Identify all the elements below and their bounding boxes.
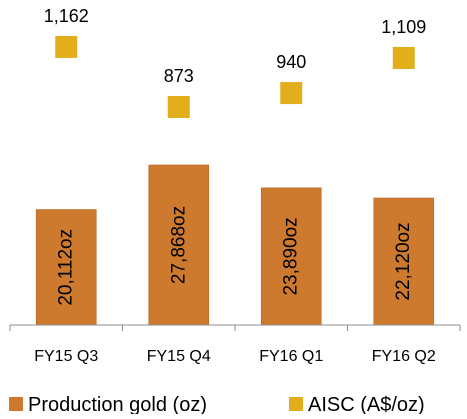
marker-label: 1,109: [381, 17, 426, 37]
bar-label: 27,868oz: [168, 206, 189, 284]
legend: Production gold (oz) AISC (A$/oz): [9, 394, 425, 416]
marker: [280, 82, 303, 105]
x-axis: FY15 Q3 FY15 Q4 FY16 Q1 FY16 Q2: [9, 324, 461, 365]
x-tick-label: FY16 Q1: [259, 348, 323, 365]
legend-swatch-aisc: [289, 397, 303, 411]
legend-swatch-production: [9, 397, 23, 411]
bar: [148, 164, 210, 326]
marker-label: 940: [276, 52, 306, 72]
marker: [167, 96, 190, 119]
legend-label-production: Production gold (oz): [28, 394, 207, 414]
marker: [392, 46, 415, 69]
bar-label: 22,120oz: [393, 222, 414, 300]
x-tick-label: FY15 Q4: [147, 348, 211, 365]
x-tick-label: FY15 Q3: [34, 348, 98, 365]
bar: [260, 187, 322, 326]
marker: [55, 35, 78, 58]
x-tick-label: FY16 Q2: [372, 348, 436, 365]
bar-label: 20,112oz: [56, 229, 77, 306]
bar: [35, 209, 97, 326]
bar-label: 23,890oz: [281, 217, 302, 295]
marker-label: 873: [164, 66, 194, 86]
bar: [373, 197, 435, 326]
legend-label-aisc: AISC (A$/oz): [308, 394, 425, 414]
marker-label: 1,162: [44, 6, 89, 26]
plot-area: 20,112oz 1,162 27,868oz 873 23,890oz 940 22,12…: [35, 6, 435, 326]
